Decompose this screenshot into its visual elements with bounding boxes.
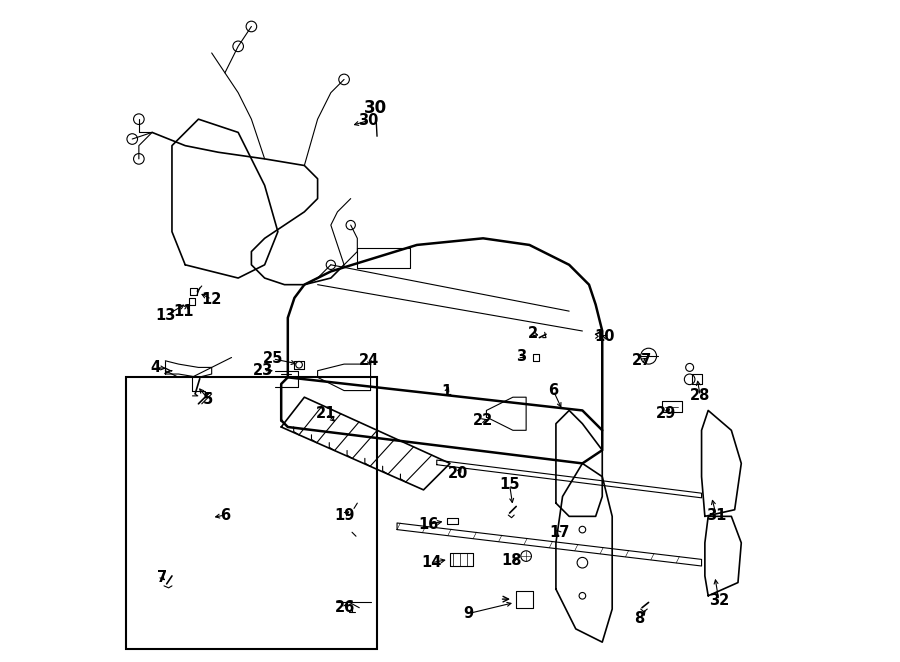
Text: 9: 9 xyxy=(463,606,473,621)
Text: 7: 7 xyxy=(157,570,167,585)
Text: 3: 3 xyxy=(517,349,526,363)
Text: 19: 19 xyxy=(334,508,355,522)
Text: 30: 30 xyxy=(358,113,379,128)
Text: 4: 4 xyxy=(150,360,160,375)
Text: 6: 6 xyxy=(548,383,558,398)
Text: 20: 20 xyxy=(448,466,468,481)
Text: 14: 14 xyxy=(421,555,442,570)
Text: 25: 25 xyxy=(263,352,283,366)
Text: 17: 17 xyxy=(549,526,570,540)
Text: 18: 18 xyxy=(501,553,522,568)
Text: 32: 32 xyxy=(708,593,729,608)
Text: 15: 15 xyxy=(500,477,520,492)
Text: 2: 2 xyxy=(528,326,538,341)
Text: 29: 29 xyxy=(656,406,676,421)
Bar xyxy=(126,377,377,649)
Text: 21: 21 xyxy=(316,406,337,421)
Text: 12: 12 xyxy=(202,292,222,307)
Text: 22: 22 xyxy=(473,413,493,428)
Text: 6: 6 xyxy=(220,508,230,522)
Text: 5: 5 xyxy=(203,392,213,406)
Text: 10: 10 xyxy=(594,329,615,344)
Text: 8: 8 xyxy=(634,612,644,626)
Text: 24: 24 xyxy=(359,354,380,368)
Text: 23: 23 xyxy=(253,363,274,378)
Text: 28: 28 xyxy=(690,389,710,403)
Text: 31: 31 xyxy=(706,508,726,522)
Text: 11: 11 xyxy=(173,304,194,318)
Text: 30: 30 xyxy=(364,99,387,136)
Text: 26: 26 xyxy=(336,600,356,614)
Text: 1: 1 xyxy=(442,385,452,399)
Text: 16: 16 xyxy=(418,517,439,532)
Text: 13: 13 xyxy=(155,308,176,323)
Text: 27: 27 xyxy=(632,354,652,368)
